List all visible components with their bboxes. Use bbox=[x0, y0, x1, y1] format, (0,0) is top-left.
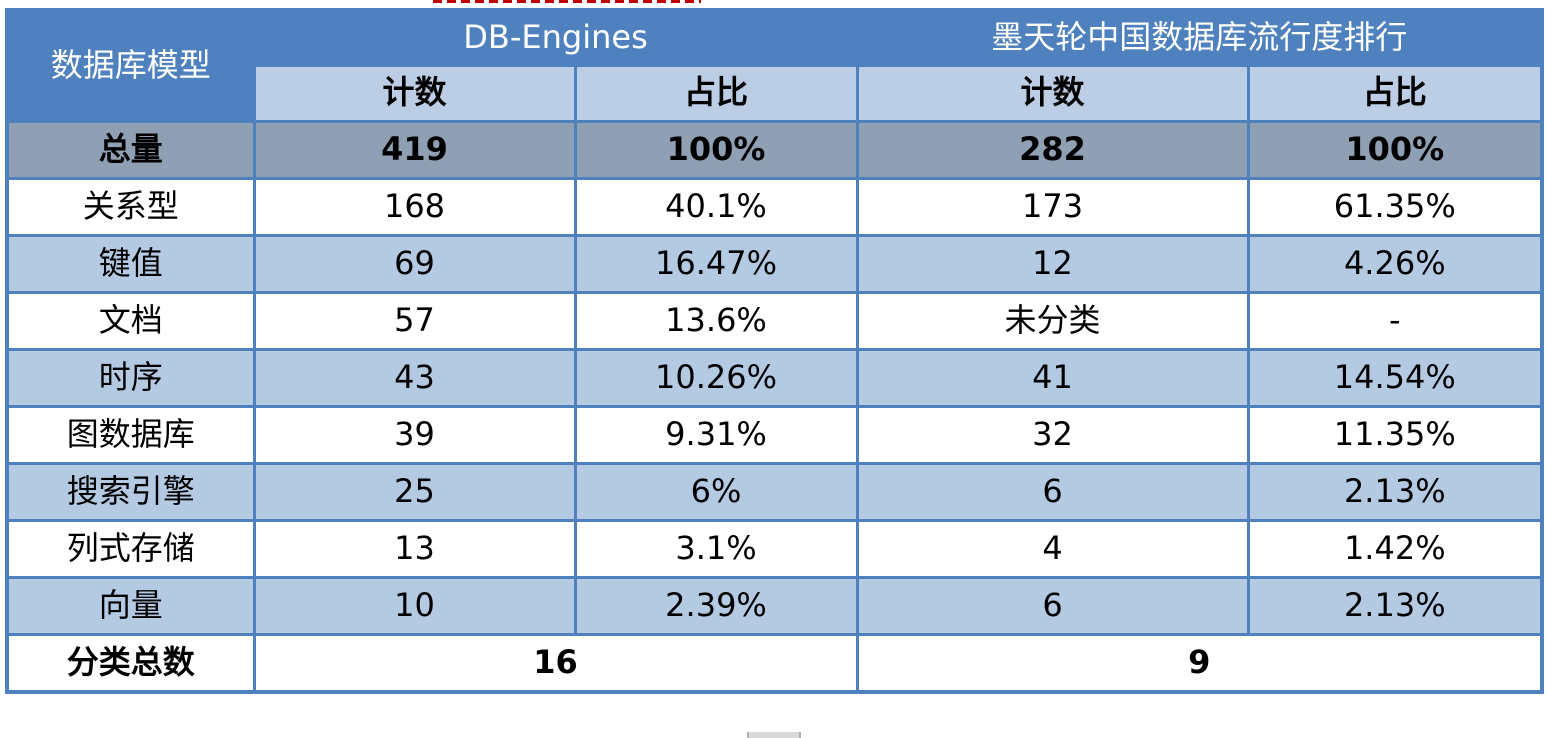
table-footer: 分类总数 16 9 bbox=[5, 632, 1544, 694]
cell-value: 10.26% bbox=[573, 347, 859, 408]
red-dashed-underline-artifact bbox=[433, 0, 701, 3]
subheader-row: 计数 占比 计数 占比 bbox=[7, 63, 1544, 123]
cell-value: 39 bbox=[252, 404, 577, 465]
cell-value: 12 bbox=[855, 233, 1250, 294]
cell-value: 3.1% bbox=[573, 518, 859, 579]
cell-value: 6% bbox=[573, 461, 859, 522]
cell-value: 40.1% bbox=[573, 176, 859, 237]
cell-value: 未分类 bbox=[855, 290, 1250, 351]
cell-value: 10 bbox=[252, 575, 577, 636]
table-row: 时序 43 10.26% 41 14.54% bbox=[5, 347, 1544, 408]
corner-header-database-model: 数据库模型 bbox=[5, 8, 256, 123]
category-total-row: 分类总数 16 9 bbox=[5, 632, 1544, 694]
cell-value: 14.54% bbox=[1246, 347, 1544, 408]
horizontal-scrollbar-thumb[interactable] bbox=[747, 732, 801, 738]
cell-value: 11.35% bbox=[1246, 404, 1544, 465]
table-row: 搜索引擎 25 6% 6 2.13% bbox=[5, 461, 1544, 522]
row-label: 文档 bbox=[5, 290, 256, 351]
subheader-share-motianlun: 占比 bbox=[1246, 63, 1544, 123]
cell-value: 61.35% bbox=[1246, 176, 1544, 237]
table-row: 关系型 168 40.1% 173 61.35% bbox=[5, 176, 1544, 237]
cell-value: 419 bbox=[252, 119, 577, 180]
row-label: 列式存储 bbox=[5, 518, 256, 579]
cell-value: 13.6% bbox=[573, 290, 859, 351]
table-row: 图数据库 39 9.31% 32 11.35% bbox=[5, 404, 1544, 465]
cell-value: 69 bbox=[252, 233, 577, 294]
table-row: 文档 57 13.6% 未分类 - bbox=[5, 290, 1544, 351]
row-label: 关系型 bbox=[5, 176, 256, 237]
cell-value: 43 bbox=[252, 347, 577, 408]
cell-value: 4 bbox=[855, 518, 1250, 579]
category-total-motianlun: 9 bbox=[855, 632, 1544, 694]
row-label-category-total: 分类总数 bbox=[5, 632, 256, 694]
table-row: 向量 10 2.39% 6 2.13% bbox=[5, 575, 1544, 636]
cell-value: 32 bbox=[855, 404, 1250, 465]
table-row: 键值 69 16.47% 12 4.26% bbox=[5, 233, 1544, 294]
cell-value: 13 bbox=[252, 518, 577, 579]
subheader-count-db-engines: 计数 bbox=[252, 63, 577, 123]
subheader-share-db-engines: 占比 bbox=[573, 63, 859, 123]
cell-value: 100% bbox=[573, 119, 859, 180]
cell-value: 6 bbox=[855, 461, 1250, 522]
cell-value: 25 bbox=[252, 461, 577, 522]
row-label: 搜索引擎 bbox=[5, 461, 256, 522]
cell-value: 4.26% bbox=[1246, 233, 1544, 294]
category-total-db-engines: 16 bbox=[252, 632, 859, 694]
cell-value: 100% bbox=[1246, 119, 1544, 180]
row-label: 图数据库 bbox=[5, 404, 256, 465]
subheader-count-motianlun: 计数 bbox=[855, 63, 1250, 123]
table-row: 列式存储 13 3.1% 4 1.42% bbox=[5, 518, 1544, 579]
cell-value: 16.47% bbox=[573, 233, 859, 294]
cell-value: 6 bbox=[855, 575, 1250, 636]
table-row: 总量 419 100% 282 100% bbox=[5, 119, 1544, 180]
cell-value: 9.31% bbox=[573, 404, 859, 465]
group-header-motianlun-ranking: 墨天轮中国数据库流行度排行 bbox=[855, 8, 1544, 67]
cell-value: 168 bbox=[252, 176, 577, 237]
database-model-comparison-table: 数据库模型 DB-Engines 墨天轮中国数据库流行度排行 计数 占比 计数 … bbox=[5, 8, 1545, 694]
row-label: 向量 bbox=[5, 575, 256, 636]
cell-value: 2.13% bbox=[1246, 461, 1544, 522]
cell-value: - bbox=[1246, 290, 1544, 351]
row-label: 总量 bbox=[5, 119, 256, 180]
cell-value: 2.39% bbox=[573, 575, 859, 636]
row-label: 键值 bbox=[5, 233, 256, 294]
table-header: 数据库模型 DB-Engines 墨天轮中国数据库流行度排行 计数 占比 计数 … bbox=[5, 8, 1544, 123]
table-body: 总量 419 100% 282 100% 关系型 168 40.1% 173 61.35% 键值 69… bbox=[5, 119, 1544, 636]
cell-value: 41 bbox=[855, 347, 1250, 408]
cell-value: 1.42% bbox=[1246, 518, 1544, 579]
row-label: 时序 bbox=[5, 347, 256, 408]
group-header-row: 数据库模型 DB-Engines 墨天轮中国数据库流行度排行 bbox=[5, 8, 1544, 123]
cell-value: 2.13% bbox=[1246, 575, 1544, 636]
cell-value: 173 bbox=[855, 176, 1250, 237]
cell-value: 282 bbox=[855, 119, 1250, 180]
cell-value: 57 bbox=[252, 290, 577, 351]
group-header-db-engines: DB-Engines bbox=[252, 8, 859, 67]
